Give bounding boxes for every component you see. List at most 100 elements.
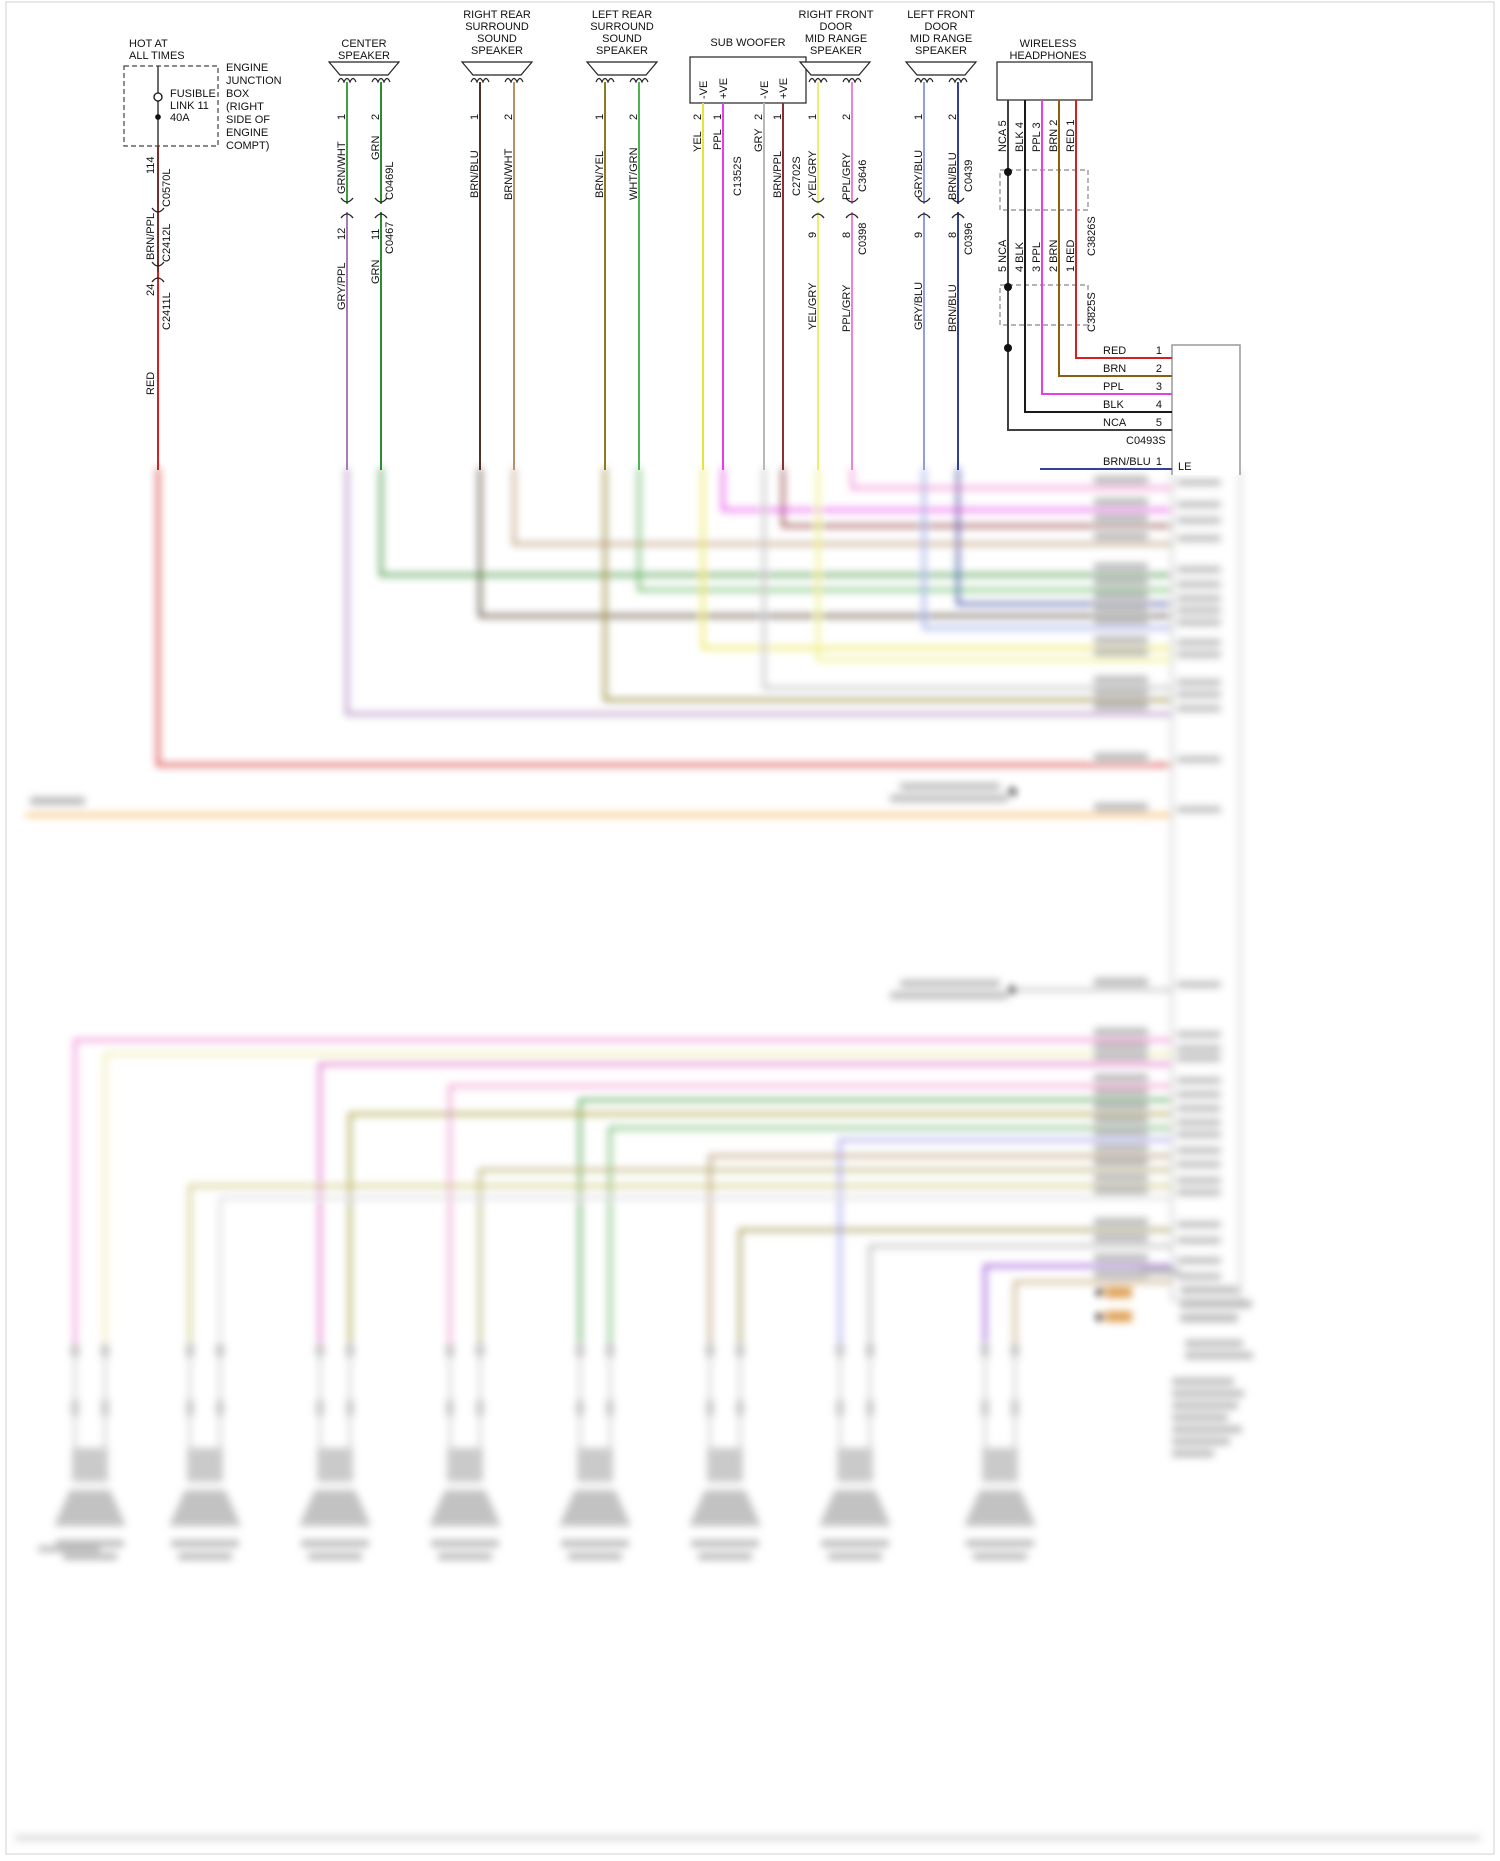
blurred-text xyxy=(890,992,1008,999)
wire-label: GRN xyxy=(370,260,382,285)
blurred-text xyxy=(101,1344,109,1357)
connector-mark xyxy=(340,197,354,203)
blurred-text xyxy=(866,1344,874,1357)
component-title: DOOR xyxy=(925,21,958,33)
blurred-text xyxy=(446,1344,454,1357)
blurred-text xyxy=(1094,688,1148,696)
blurred-text xyxy=(736,1344,744,1357)
blurred-text xyxy=(1094,1052,1148,1060)
blurred-text xyxy=(1172,1438,1230,1445)
pin-number: 24 xyxy=(145,284,157,296)
wire-label: 3 PPL xyxy=(1031,242,1043,272)
speaker-symbol xyxy=(299,1490,371,1526)
diagram-label: COMPT) xyxy=(226,140,269,152)
blurred-text xyxy=(1177,479,1221,486)
blurred-text xyxy=(1094,498,1148,506)
diagram-label: 40A xyxy=(170,112,190,124)
wire-label: GRY/BLU xyxy=(913,282,925,330)
connector-mark xyxy=(151,277,165,283)
blurred-text xyxy=(1094,1128,1148,1136)
blurred-text xyxy=(346,1400,354,1416)
blurred-text xyxy=(1172,1426,1242,1433)
wire-label: +VE xyxy=(778,78,790,99)
wire xyxy=(1013,1280,1172,1352)
blurred-text xyxy=(1177,1257,1221,1264)
wire-label: YEL/GRY xyxy=(807,282,819,330)
wire-label: 2 BRN xyxy=(1048,240,1060,272)
wire xyxy=(608,1126,1172,1352)
wire xyxy=(103,1052,1172,1352)
wire xyxy=(781,468,1172,528)
wire-label: GRY/BLU xyxy=(913,150,925,198)
diagram-label: 4 xyxy=(1156,399,1162,411)
blurred-text xyxy=(973,1553,1027,1560)
wire-label: PPL 3 xyxy=(1031,122,1043,152)
blurred-text xyxy=(1177,1147,1221,1154)
diagram-label: PPL xyxy=(1103,381,1124,393)
blurred-text xyxy=(1094,1158,1148,1166)
diagram-label: NCA xyxy=(1103,417,1127,429)
wire xyxy=(708,1154,1172,1352)
blurred-text xyxy=(1180,1314,1238,1322)
blurred-text xyxy=(1094,514,1148,522)
junction-dot xyxy=(1096,1313,1104,1321)
connector-mark xyxy=(151,207,165,213)
blurred-text xyxy=(101,1400,109,1416)
blurred-text xyxy=(1177,595,1221,602)
right-rear-speaker-symbol xyxy=(460,61,534,76)
diagram-label: RED xyxy=(1103,345,1126,357)
diagram-label: 1 xyxy=(1156,456,1162,468)
blurred-text xyxy=(1185,1352,1253,1359)
right-front-door-speaker-symbol xyxy=(798,61,872,76)
pin-number: 2 xyxy=(503,114,515,120)
diagram-label: LINK 11 xyxy=(170,100,209,112)
diagram-label: BOX xyxy=(226,88,250,100)
blurred-text xyxy=(216,1400,224,1416)
wireless-headphones-box xyxy=(996,61,1093,101)
component-title: RIGHT REAR xyxy=(463,9,531,21)
amplifier-box-top xyxy=(1171,344,1241,475)
wire-brn xyxy=(1058,100,1172,377)
blurred-text xyxy=(63,1553,117,1560)
blurred-text xyxy=(1094,1270,1148,1278)
pin-number: 1 xyxy=(469,114,481,120)
connector-label: C0398 xyxy=(857,223,869,255)
speaker-symbol xyxy=(982,1448,1018,1482)
junction-dot xyxy=(1008,986,1016,994)
wire xyxy=(983,1264,1172,1352)
wire-label: -VE xyxy=(698,81,710,99)
wire-label: BRN/PPL xyxy=(772,151,784,198)
pin-number: 1 xyxy=(913,114,925,120)
blurred-text xyxy=(828,1553,882,1560)
pin-number: 1 xyxy=(336,114,348,120)
blurred-text xyxy=(446,1400,454,1416)
blurred-text xyxy=(30,797,85,805)
component-title: LEFT FRONT xyxy=(907,9,975,21)
blurred-text xyxy=(1094,563,1148,571)
blurred-text xyxy=(561,1540,629,1547)
blurred-text xyxy=(171,1540,239,1547)
pin-number: 9 xyxy=(807,232,819,238)
blurred-text xyxy=(71,1344,79,1357)
component-title: SUB WOOFER xyxy=(710,37,785,49)
blurred-text xyxy=(981,1400,989,1416)
pin-number: 2 xyxy=(841,114,853,120)
fuse-symbol xyxy=(153,92,163,102)
blurred-text xyxy=(1011,1344,1019,1357)
wire-label: 4 BLK xyxy=(1014,241,1026,272)
component-title: SURROUND xyxy=(590,21,654,33)
speaker-symbol xyxy=(559,1490,631,1526)
component-title: LEFT REAR xyxy=(592,9,652,21)
connector-mark xyxy=(951,213,965,219)
connector-mark xyxy=(917,197,931,203)
pin-number: 9 xyxy=(913,232,925,238)
component-title: RIGHT FRONT xyxy=(799,9,874,21)
pin-number: 2 xyxy=(370,114,382,120)
speaker-symbol xyxy=(317,1448,353,1482)
blurred-text xyxy=(576,1344,584,1357)
connector-label: C2412L xyxy=(161,223,173,262)
wire-label: 1 RED xyxy=(1065,240,1077,272)
speaker-symbol xyxy=(689,1490,761,1526)
connector-label: C0467 xyxy=(384,222,396,254)
